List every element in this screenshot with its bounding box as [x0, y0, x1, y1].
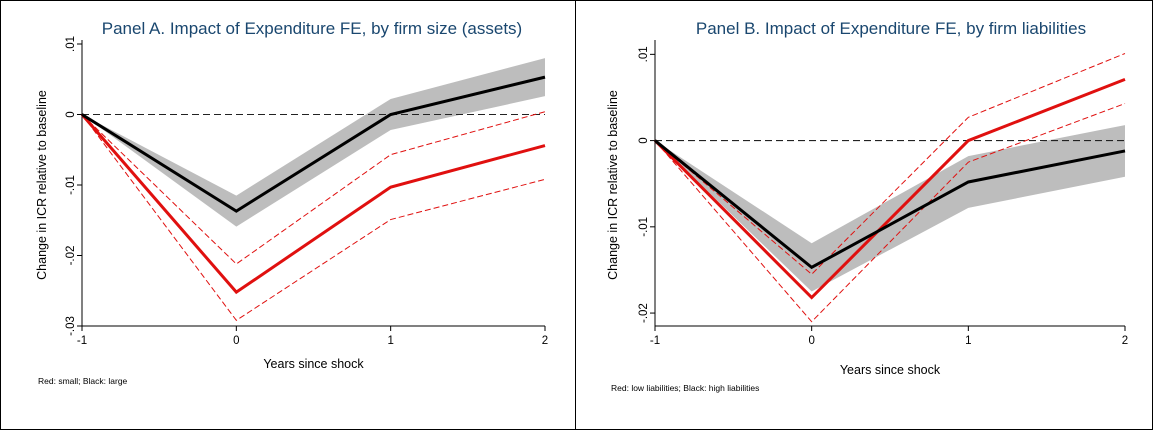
panel-b-y-tick-label: -.02: [638, 303, 650, 323]
panel-a: Panel A. Impact of Expenditure FE, by fi…: [0, 0, 575, 430]
panel-a-x-tick-label: 1: [387, 335, 393, 347]
panel-a-x-tick-label: 2: [542, 335, 548, 347]
panel-a-y-tick-label: -.02: [65, 246, 77, 266]
panel-b-chart: Panel B. Impact of Expenditure FE, by fi…: [606, 19, 1128, 393]
panel-a-series-red-line: [80, 113, 546, 295]
panel-b-series-red-ci-upper-line: [654, 53, 1126, 275]
panel-a-x-axis-label: Years since shock: [263, 357, 364, 371]
panel-b-series-red-ci-lower-line: [654, 103, 1126, 323]
panel-b-series-black-line: [654, 139, 1126, 270]
panel-a-series-red-ci-upper-line: [81, 111, 546, 265]
panel-b-x-axis-label: Years since shock: [840, 363, 941, 377]
panel-b-y-tick-label: 0: [638, 137, 650, 143]
panel-a-series-black-line: [81, 75, 546, 213]
panel-divider: [575, 0, 576, 430]
panel-a-x-tick-label: -1: [77, 335, 87, 347]
panel-a-y-tick-label: -.03: [65, 316, 77, 336]
panel-a-series-black-ci-band: [82, 58, 545, 227]
panel-b-series-black-ci-band: [655, 125, 1125, 292]
panel-b-title: Panel B. Impact of Expenditure FE, by fi…: [696, 19, 1086, 38]
panel-a-y-tick-label: .01: [65, 36, 77, 52]
panel-a-chart: Panel A. Impact of Expenditure FE, by fi…: [35, 19, 548, 386]
panel-a-y-tick-label: 0: [65, 111, 77, 117]
panel-b-y-tick-label: .01: [638, 46, 650, 62]
panel-a-x-tick-label: 0: [233, 335, 239, 347]
panel-b-x-tick-label: 2: [1122, 335, 1128, 347]
panel-b-x-tick-label: -1: [650, 335, 660, 347]
panel-b-series-red-line: [653, 77, 1126, 300]
panel-a-y-axis-label: Change in ICR relative to baseline: [35, 90, 49, 280]
panel-b-x-tick-label: 0: [808, 335, 814, 347]
panel-b-note: Red: low liabilities; Black: high liabil…: [611, 383, 759, 393]
panel-b-x-tick-label: 1: [965, 335, 971, 347]
panel-a-note: Red: small; Black: large: [38, 376, 128, 386]
panel-a-y-tick-label: -.01: [65, 175, 77, 195]
panel-b-y-axis-label: Change in ICR relative to baseline: [606, 90, 620, 280]
panel-b: Panel B. Impact of Expenditure FE, by fi…: [576, 0, 1153, 430]
panel-b-y-tick-label: -.01: [638, 217, 650, 237]
panel-a-series-red-ci-lower-line: [81, 114, 546, 322]
panel-a-title: Panel A. Impact of Expenditure FE, by fi…: [102, 19, 522, 38]
